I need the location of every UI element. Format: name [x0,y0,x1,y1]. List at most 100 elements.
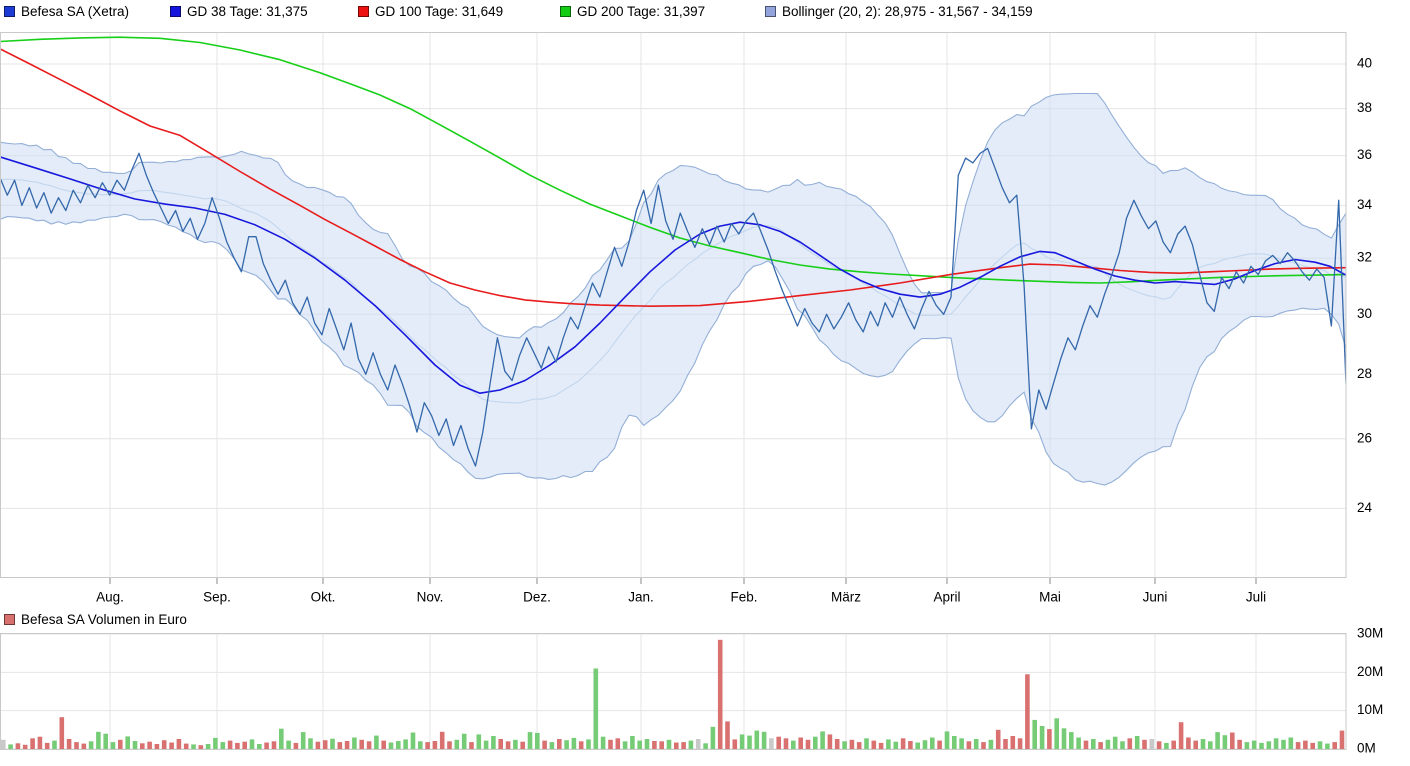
volume-bar [1317,741,1323,749]
volume-bar [308,738,313,749]
volume-bar [1156,741,1162,749]
volume-bar [447,741,452,749]
volume-bar [1273,738,1279,749]
y-axis-label: 30 [1357,306,1372,321]
volume-axis-label: 10M [1357,702,1383,717]
volume-bar [169,742,174,749]
bollinger-middle-line [0,178,1346,404]
volume-bar [1061,728,1067,749]
volume-bar [1332,742,1337,749]
volume-bar [1076,737,1081,749]
x-axis-label: Juli [1246,590,1266,605]
volume-bar [279,728,284,749]
volume-bar [1310,742,1315,749]
volume-bar [300,732,306,749]
volume-axis-label: 30M [1357,626,1383,641]
volume-bar [995,729,1001,749]
volume-bar [1098,742,1103,749]
volume-bar [827,734,833,749]
volume-bar [578,741,584,749]
gd100-line [0,48,1346,308]
volume-bar [944,731,950,749]
x-axis-label: Aug. [96,590,124,605]
volume-bar [249,739,255,749]
volume-bar [381,740,386,749]
volume-bar [893,741,899,749]
volume-bar [717,639,723,749]
x-axis-label: Mai [1039,590,1061,605]
volume-bar [856,742,862,749]
volume-bar [1069,732,1074,749]
volume-bar [118,739,123,749]
volume-bar [1208,741,1213,749]
main-plot-border [0,32,1347,578]
volume-bar [1230,732,1235,749]
volume-bar [1120,741,1125,749]
bollinger-lower-line [0,213,1346,486]
volume-bar [1054,718,1059,749]
volume-bar [798,737,803,749]
volume-bar [973,739,979,749]
volume-bar [600,736,606,749]
volume-bar [293,742,299,749]
volume-bar [1178,722,1184,749]
volume-bar [271,741,277,749]
volume-bar [388,742,394,749]
volume-bar [315,741,321,749]
volume-bar [1244,742,1250,749]
volume-bar [1251,740,1257,749]
volume-bar [1339,730,1345,749]
x-axis-label: April [933,590,960,605]
y-axis-label: 32 [1357,250,1372,265]
volume-bar [235,742,240,749]
volume-bar [557,739,562,749]
volume-bar [96,731,101,749]
volume-bar [586,739,591,749]
volume-bar [535,732,540,749]
volume-bar [549,742,555,749]
volume-bar [66,739,72,749]
volume-bar [344,741,350,749]
volume-bar [1134,736,1140,749]
volume-bar [22,744,28,749]
volume-bar [520,741,525,749]
volume-bar [52,740,57,749]
volume-bar [703,743,708,749]
volume-bar [374,735,379,749]
x-axis-label: März [831,590,861,605]
volume-bar [908,741,913,749]
volume-bar [483,740,489,749]
volume-bar [608,739,613,749]
volume-bar [396,741,401,749]
volume-bar [132,741,138,749]
volume-bar [1105,739,1111,749]
volume-bar [1010,736,1016,749]
volume-bar [103,733,108,749]
volume-bar [1142,739,1147,749]
volume-bar [966,741,972,749]
volume-bar [176,739,182,749]
volume-bar [769,738,774,749]
volume-bar [988,739,994,749]
volume-bar [1303,740,1308,749]
volume-bar [1047,729,1052,749]
volume-bar [286,740,291,749]
volume-bar [1091,739,1096,749]
y-axis-label: 38 [1357,100,1372,115]
volume-bar [1017,738,1023,749]
volume-bar [366,741,372,749]
volume-bar [491,736,496,749]
volume-bar [886,739,891,749]
volume-bar [1025,674,1030,749]
volume-bar [191,744,196,749]
volume-bar [352,737,357,749]
volume-bar [820,731,825,749]
volume-bar [205,744,211,749]
volume-bar [842,741,847,749]
volume-bar [666,739,672,749]
bollinger-upper-line [0,92,1346,339]
x-axis-label: Okt. [311,590,336,605]
volume-bar [461,733,467,749]
volume-bar [644,739,650,749]
